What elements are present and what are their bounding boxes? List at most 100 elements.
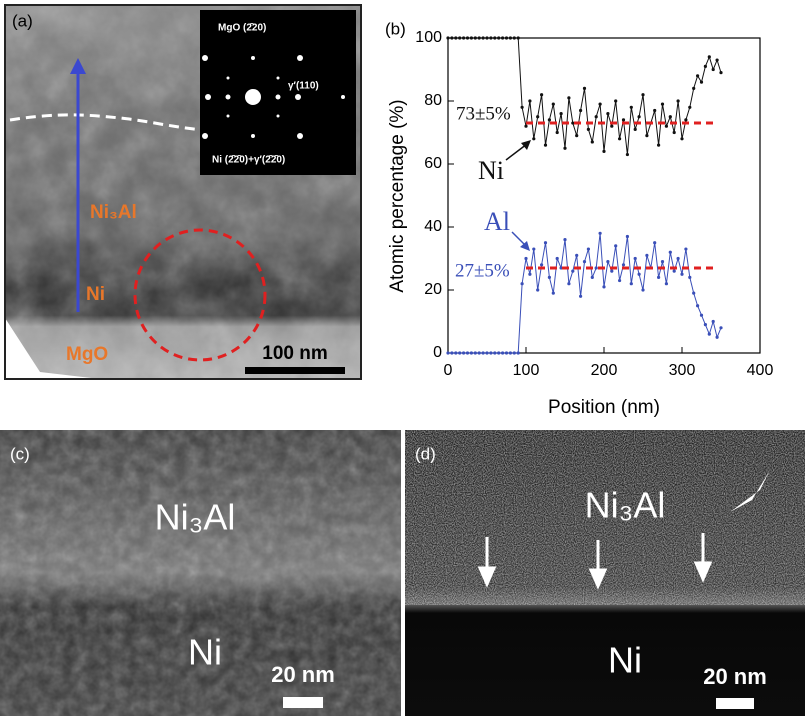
data-point: [587, 128, 590, 131]
data-point: [622, 263, 625, 266]
data-point: [509, 351, 512, 354]
data-point: [505, 36, 508, 39]
data-point: [485, 36, 488, 39]
data-point: [591, 140, 594, 143]
data-point: [583, 87, 586, 90]
data-point: [653, 241, 656, 244]
data-point: [599, 103, 602, 106]
layer-label: Ni₃Al: [90, 202, 137, 223]
data-point: [563, 147, 566, 150]
data-point: [450, 36, 453, 39]
data-point: [606, 260, 609, 263]
data-point: [521, 282, 524, 285]
y-tick-label: 0: [433, 344, 442, 361]
data-point: [521, 106, 524, 109]
annotation: 73±5%: [456, 103, 511, 124]
layer-label: MgO: [66, 344, 108, 365]
data-point: [540, 93, 543, 96]
data-point: [661, 260, 664, 263]
data-point: [524, 257, 527, 260]
panel-label: (b): [385, 19, 406, 38]
data-point: [665, 282, 668, 285]
data-point: [575, 134, 578, 137]
data-point: [634, 128, 637, 131]
data-point: [485, 351, 488, 354]
data-point: [595, 266, 598, 269]
data-point: [517, 36, 520, 39]
data-point: [462, 351, 465, 354]
chart: (b) Position (nm) Atomic percentage (%) …: [385, 19, 773, 418]
layer-label: Ni: [608, 640, 642, 681]
data-point: [532, 137, 535, 140]
annotation: Al: [484, 207, 510, 236]
data-point: [645, 134, 648, 137]
scale-label: 20 nm: [271, 662, 335, 687]
data-point: [513, 36, 516, 39]
data-point: [591, 276, 594, 279]
data-point: [704, 323, 707, 326]
inset-label: MgO (2̄20): [218, 23, 266, 34]
data-point: [696, 74, 699, 77]
data-point: [575, 254, 578, 257]
data-point: [712, 68, 715, 71]
data-point: [719, 326, 722, 329]
data-point: [513, 351, 516, 354]
y-tick-label: 20: [424, 281, 442, 298]
data-point: [708, 333, 711, 336]
x-tick-label: 300: [669, 362, 696, 379]
data-point: [602, 150, 605, 153]
data-point: [622, 118, 625, 121]
data-point: [509, 36, 512, 39]
data-point: [614, 99, 617, 102]
data-point: [708, 55, 711, 58]
data-point: [482, 36, 485, 39]
inset-label: Ni (2̄2̄0)+γ′(2̄2̄0): [212, 155, 285, 166]
data-point: [657, 276, 660, 279]
scale-label: 20 nm: [703, 664, 767, 689]
tem-texture: [0, 430, 401, 716]
figure: (a) MgO (2̄20) γ′(110) Ni (2̄2̄0)+γ′(2̄2…: [0, 0, 805, 716]
data-point: [626, 235, 629, 238]
data-point: [571, 270, 574, 273]
data-point: [489, 351, 492, 354]
y-tick-label: 80: [424, 92, 442, 109]
plot-frame: [448, 38, 760, 353]
data-point: [641, 93, 644, 96]
series-line: [448, 38, 721, 155]
data-point: [688, 106, 691, 109]
data-point: [595, 115, 598, 118]
layer-label: Ni₃Al: [155, 497, 236, 538]
series-line: [448, 233, 721, 353]
data-point: [677, 257, 680, 260]
data-point: [474, 351, 477, 354]
data-point: [618, 137, 621, 140]
annotation-arrow: [506, 144, 527, 160]
data-point: [610, 125, 613, 128]
data-point: [602, 285, 605, 288]
x-tick-label: 100: [513, 362, 540, 379]
inset-label: γ′(110): [288, 81, 319, 92]
scale-bar: [283, 697, 323, 708]
data-point: [470, 351, 473, 354]
data-point: [669, 115, 672, 118]
data-point: [579, 295, 582, 298]
panel-label: (c): [10, 444, 30, 463]
data-point: [653, 109, 656, 112]
data-point: [712, 320, 715, 323]
data-point: [583, 260, 586, 263]
data-point: [497, 36, 500, 39]
figure-svg: (a) MgO (2̄20) γ′(110) Ni (2̄2̄0)+γ′(2̄2…: [0, 0, 805, 716]
scale-label: 100 nm: [262, 343, 327, 364]
y-tick-label: 40: [424, 218, 442, 235]
data-point: [688, 276, 691, 279]
y-tick-label: 100: [415, 29, 442, 46]
data-point: [673, 270, 676, 273]
panel-c: (c) Ni₃Al Ni 20 nm: [0, 430, 401, 716]
data-point: [466, 351, 469, 354]
data-point: [579, 109, 582, 112]
data-point: [450, 351, 453, 354]
data-point: [517, 351, 520, 354]
data-point: [669, 251, 672, 254]
data-point: [696, 304, 699, 307]
panel-d: (d) Ni₃Al Ni 20 nm: [405, 430, 805, 716]
